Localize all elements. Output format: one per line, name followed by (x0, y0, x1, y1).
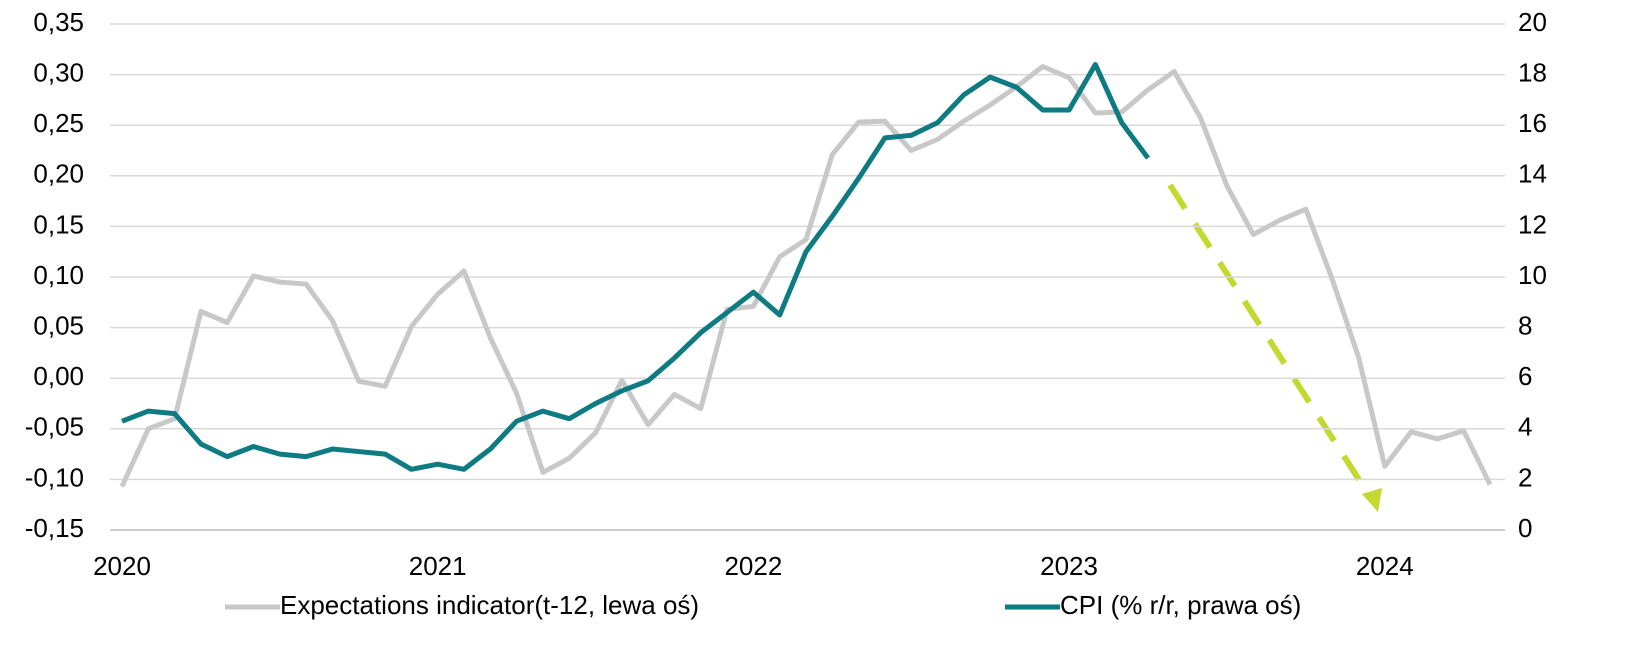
y-tick-label: -0,15 (25, 513, 84, 543)
series-line (119, 64, 1493, 488)
trend-arrow-head (1362, 488, 1382, 512)
y2-tick-label: 20 (1518, 7, 1547, 37)
y-tick-label: 0,10 (33, 260, 84, 290)
trend-arrow (1167, 183, 1375, 502)
y-tick-label: -0,10 (25, 462, 84, 492)
y2-tick-label: 16 (1518, 108, 1547, 138)
x-tick-label: 2022 (724, 551, 782, 581)
x-tick-label: 2021 (409, 551, 467, 581)
y-tick-label: 0,05 (33, 310, 84, 340)
y-tick-label: 0,30 (33, 57, 84, 87)
y2-tick-label: 2 (1518, 462, 1532, 492)
y2-tick-label: 6 (1518, 361, 1532, 391)
y-tick-label: 0,25 (33, 108, 84, 138)
y2-tick-label: 14 (1518, 159, 1547, 189)
y2-tick-label: 10 (1518, 260, 1547, 290)
x-tick-label: 2020 (93, 551, 151, 581)
y-tick-label: 0,00 (33, 361, 84, 391)
y-tick-label: -0,05 (25, 412, 84, 442)
y2-tick-label: 0 (1518, 513, 1532, 543)
y2-tick-label: 4 (1518, 412, 1532, 442)
y-tick-label: 0,15 (33, 209, 84, 239)
y-tick-label: 0,20 (33, 159, 84, 189)
y-tick-label: 0,35 (33, 7, 84, 37)
legend-label: CPI (% r/r, prawa oś) (1060, 590, 1301, 620)
y2-tick-label: 12 (1518, 209, 1547, 239)
y2-tick-label: 8 (1518, 310, 1532, 340)
series-line (121, 61, 1151, 472)
legend-label: Expectations indicator(t-12, lewa oś) (280, 590, 699, 620)
x-tick-label: 2023 (1040, 551, 1098, 581)
y2-tick-label: 18 (1518, 57, 1547, 87)
x-tick-label: 2024 (1356, 551, 1414, 581)
